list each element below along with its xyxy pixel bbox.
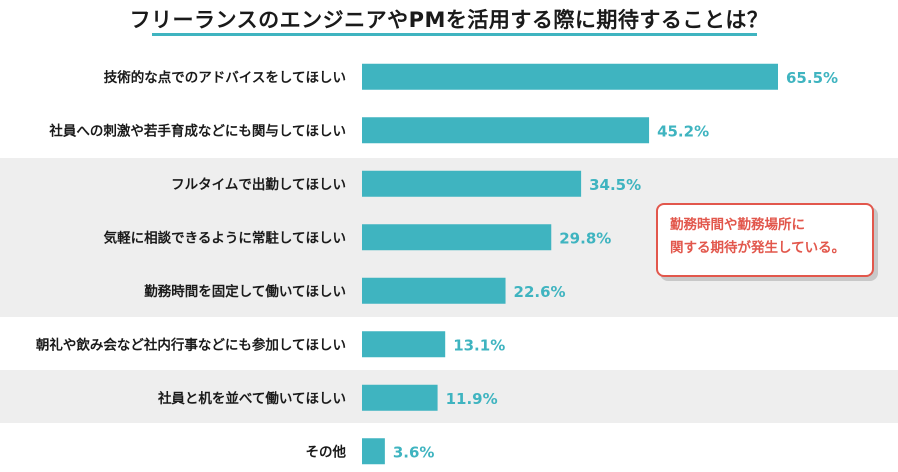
category-label: 技術的な点でのアドバイスをしてほしい xyxy=(104,69,346,86)
bar xyxy=(362,277,506,304)
bar xyxy=(362,170,582,197)
value-label: 11.9% xyxy=(446,390,498,408)
value-label: 65.5% xyxy=(786,69,838,87)
value-label: 29.8% xyxy=(559,229,611,247)
highlight-band xyxy=(0,370,898,423)
category-label: 朝礼や飲み会など社内行事などにも参加してほしい xyxy=(36,336,346,353)
bar xyxy=(362,63,778,90)
annotation-callout: 勤務時間や勤務場所に 関する期待が発生している。 xyxy=(656,203,874,277)
title-underline xyxy=(152,33,757,36)
category-label: 社員への刺激や若手育成などにも関与してほしい xyxy=(48,122,346,139)
category-label: フルタイムで出勤してほしい xyxy=(171,176,346,193)
bar xyxy=(362,331,446,358)
annotation-line-2: 関する期待が発生している。 xyxy=(670,240,846,256)
value-label: 22.6% xyxy=(514,283,566,301)
value-label: 45.2% xyxy=(657,122,709,140)
category-label: 勤務時間を固定して働いてほしい xyxy=(144,283,346,300)
value-label: 34.5% xyxy=(589,176,641,194)
bar xyxy=(362,438,385,465)
value-label: 3.6% xyxy=(393,443,435,461)
bar xyxy=(362,117,650,144)
chart-title: フリーランスのエンジニアやPMを活用する際に期待することは？ xyxy=(129,8,769,32)
category-label: 気軽に相談できるように常駐してほしい xyxy=(104,229,346,246)
annotation-line-1: 勤務時間や勤務場所に xyxy=(670,217,805,233)
category-label: 社員と机を並べて働いてほしい xyxy=(157,390,346,407)
category-label: その他 xyxy=(306,443,347,460)
value-label: 13.1% xyxy=(453,336,505,354)
bar xyxy=(362,224,552,251)
bar xyxy=(362,384,438,411)
